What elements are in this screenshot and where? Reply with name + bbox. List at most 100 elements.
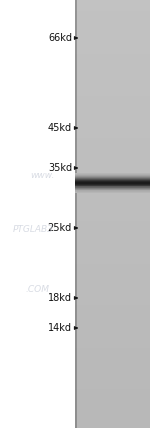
Bar	[75, 34, 150, 36]
Bar	[75, 214, 150, 215]
Bar	[75, 228, 150, 230]
Bar	[75, 324, 150, 325]
Bar	[75, 102, 150, 104]
Bar	[75, 244, 150, 245]
Bar	[75, 282, 150, 284]
Bar	[75, 184, 150, 185]
Bar	[75, 142, 150, 144]
Bar	[75, 82, 150, 84]
Bar	[75, 114, 150, 116]
Bar	[75, 342, 150, 344]
Bar	[75, 359, 150, 361]
Bar	[75, 38, 150, 40]
Bar	[75, 11, 150, 13]
Bar	[75, 231, 150, 232]
Bar	[75, 54, 150, 56]
Bar	[75, 33, 150, 34]
Bar	[75, 154, 150, 155]
Bar	[75, 369, 150, 371]
Bar	[75, 111, 150, 113]
Bar	[75, 179, 150, 181]
Bar	[75, 182, 150, 184]
Bar	[75, 17, 150, 18]
Bar	[75, 62, 150, 64]
Bar	[75, 402, 150, 404]
Bar	[75, 406, 150, 408]
Bar	[75, 145, 150, 147]
Bar	[75, 188, 150, 190]
Bar	[75, 61, 150, 63]
Bar	[75, 25, 150, 27]
Bar	[75, 236, 150, 238]
Bar	[75, 259, 150, 261]
Bar	[75, 182, 150, 183]
Bar	[75, 300, 150, 303]
Bar	[75, 393, 150, 395]
Bar	[75, 266, 150, 268]
Bar	[75, 180, 150, 181]
Bar	[75, 313, 150, 315]
Bar	[75, 127, 150, 128]
Bar	[75, 366, 150, 368]
Bar	[75, 146, 150, 149]
Bar	[75, 181, 150, 182]
Bar	[75, 318, 150, 320]
Bar	[75, 346, 150, 348]
Bar	[75, 215, 150, 217]
Text: 14kd: 14kd	[48, 323, 72, 333]
Bar	[75, 77, 150, 78]
Bar	[75, 5, 150, 7]
Bar	[75, 248, 150, 250]
Bar	[75, 168, 150, 170]
Bar	[75, 193, 150, 196]
Bar	[75, 174, 150, 175]
Bar	[75, 409, 150, 411]
Bar	[75, 80, 150, 81]
Text: PTGLAB3: PTGLAB3	[13, 226, 53, 235]
Bar	[75, 262, 150, 264]
Bar	[75, 222, 150, 224]
Bar	[75, 1, 150, 3]
Bar	[75, 64, 150, 65]
Bar	[75, 415, 150, 416]
Bar	[75, 371, 150, 372]
Bar	[75, 255, 150, 257]
Bar	[75, 396, 150, 398]
Bar	[75, 44, 150, 46]
Bar	[75, 187, 150, 188]
Bar	[75, 58, 150, 60]
Bar	[75, 190, 150, 191]
Bar	[75, 302, 150, 304]
Bar	[75, 303, 150, 305]
Bar	[75, 52, 150, 54]
Bar	[75, 137, 150, 138]
Bar	[75, 343, 150, 345]
Bar	[75, 291, 150, 292]
Bar	[75, 149, 150, 151]
Bar	[75, 176, 150, 178]
Bar	[75, 288, 150, 290]
Bar	[75, 256, 150, 258]
Bar	[75, 191, 150, 192]
Bar	[75, 163, 150, 166]
Bar	[75, 426, 150, 428]
Bar	[75, 348, 150, 350]
Bar	[75, 362, 150, 364]
Bar	[75, 132, 150, 134]
Bar	[75, 219, 150, 221]
Bar	[75, 42, 150, 44]
Bar	[75, 321, 150, 322]
Bar	[75, 192, 150, 193]
Bar	[75, 108, 150, 110]
Bar	[75, 268, 150, 270]
Bar	[75, 238, 150, 240]
Bar	[75, 315, 150, 317]
Bar	[75, 423, 150, 425]
Bar	[75, 112, 150, 114]
Bar	[75, 177, 150, 178]
Bar	[75, 212, 150, 214]
Bar	[75, 208, 150, 210]
Bar	[75, 221, 150, 223]
Bar	[75, 179, 150, 180]
Bar	[75, 135, 150, 137]
